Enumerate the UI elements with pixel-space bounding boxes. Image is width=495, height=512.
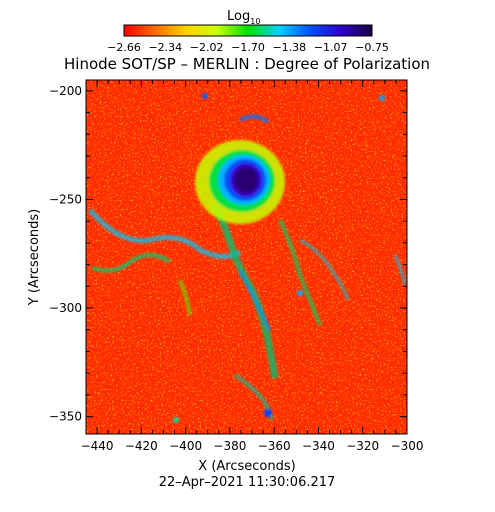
y-tick-label: −250: [49, 192, 82, 206]
colorbar: [123, 24, 373, 37]
y-tick-label: −300: [49, 301, 82, 315]
colorbar-tick-label: −1.07: [314, 41, 348, 54]
colorbar-tick-label: −2.02: [190, 41, 224, 54]
y-tick-label: −200: [49, 84, 82, 98]
x-tick-label: −360: [258, 439, 291, 453]
y-axis: −200 −250 −300 −350: [49, 84, 407, 424]
y-tick-label: −350: [49, 410, 82, 424]
polarization-map: [86, 80, 407, 434]
x-tick-label: −400: [169, 439, 202, 453]
x-tick-label: −420: [125, 439, 158, 453]
x-tick-label: −300: [391, 439, 424, 453]
colorbar-tick-label: −0.75: [355, 41, 389, 54]
colorbar-tick-label: −1.70: [231, 41, 265, 54]
y-axis-label: Y (Arcseconds): [27, 209, 42, 306]
x-axis: −440 −420 −400 −380 −360 −340 −320 −300: [81, 80, 424, 453]
colorbar-tick-label: −2.66: [107, 41, 141, 54]
sunspot: [195, 140, 285, 224]
timestamp: 22–Apr–2021 11:30:06.217: [159, 475, 336, 490]
x-tick-label: −380: [213, 439, 246, 453]
colorbar-tick-label: −1.38: [272, 41, 306, 54]
colorbar-label: Log10: [227, 9, 260, 26]
plot-frame: [85, 79, 408, 435]
x-tick-label: −340: [302, 439, 335, 453]
x-tick-label: −440: [81, 439, 114, 453]
plage-network: [88, 93, 407, 423]
colorbar-tick-label: −2.34: [148, 41, 182, 54]
colorbar-tick-labels: −2.66 −2.34 −2.02 −1.70 −1.38 −1.07 −0.75: [107, 41, 389, 54]
x-axis-label: X (Arcseconds): [198, 459, 295, 474]
x-tick-label: −320: [346, 439, 379, 453]
plot-title: Hinode SOT/SP – MERLIN : Degree of Polar…: [64, 55, 430, 73]
